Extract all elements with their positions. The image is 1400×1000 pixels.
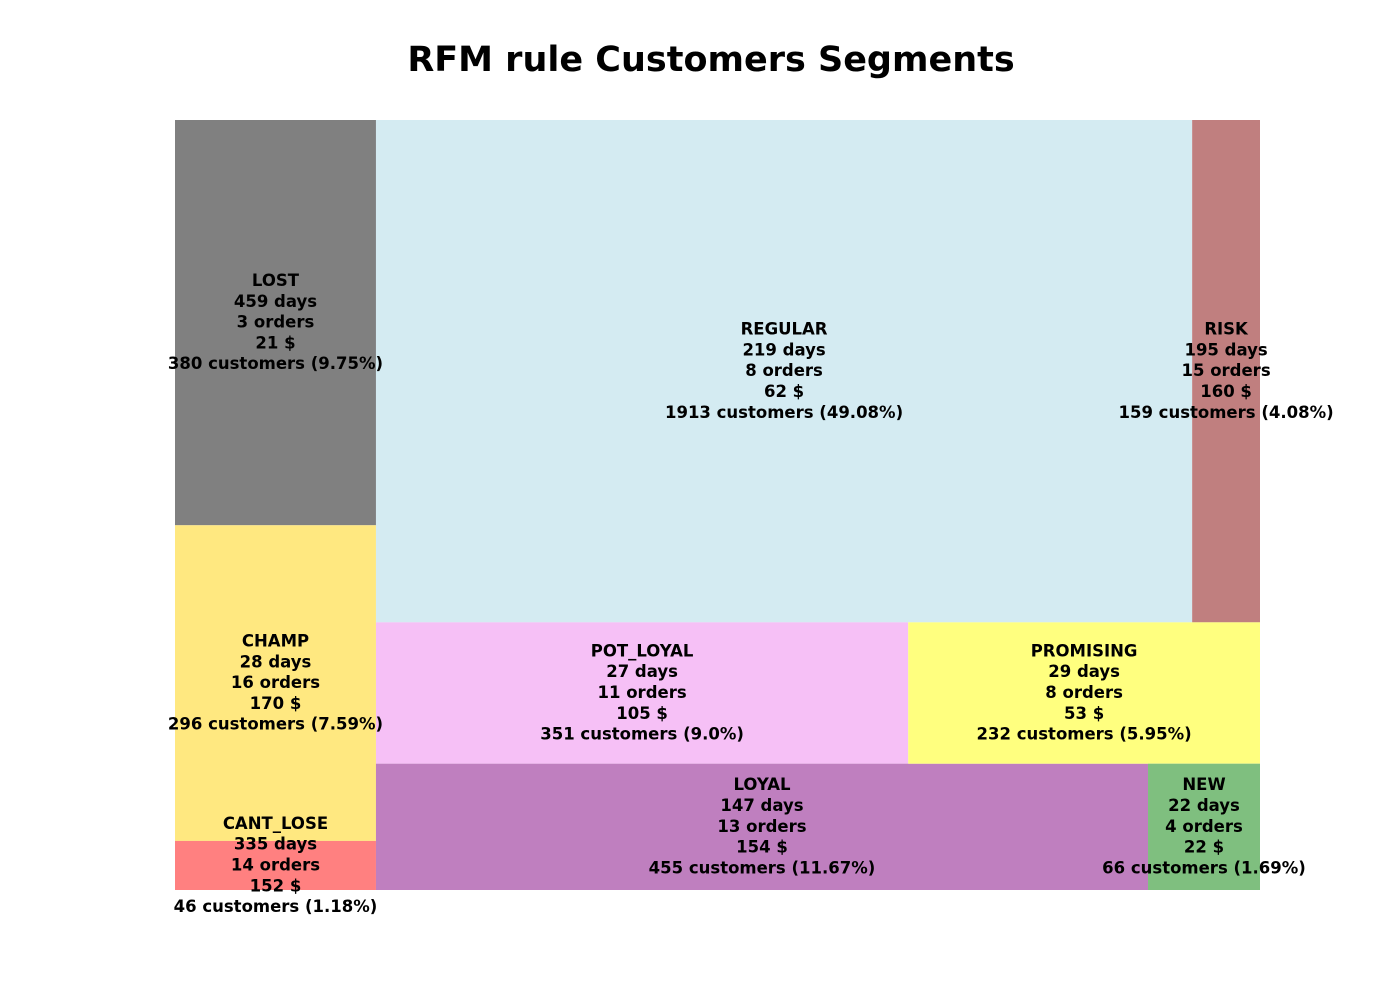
segment-label-line: 16 orders (231, 673, 320, 692)
segment-rects (175, 120, 1260, 890)
segment-label-line: 28 days (240, 652, 312, 671)
segment-label-line: 29 days (1048, 662, 1120, 681)
segment-label-champ: CHAMP 28 days 16 orders 170 $ 296 customers … (168, 631, 383, 733)
segment-rect-loyal (375, 763, 1149, 890)
segment-label-line: LOST (252, 271, 300, 290)
segment-label-new: NEW 22 days 4 orders 22 $ 66 customers (1.69… (1102, 775, 1306, 877)
segment-label-line: 195 days (1184, 340, 1267, 359)
segment-label-line: 14 orders (231, 855, 320, 874)
segment-label-risk: RISK 195 days 15 orders 160 $ 159 customers … (1118, 319, 1333, 421)
segment-label-line: 22 $ (1184, 837, 1224, 856)
segment-label-line: CANT_LOSE (223, 813, 328, 832)
segment-label-line: 46 customers (1.18%) (174, 897, 378, 916)
segment-label-line: 455 customers (11.67%) (649, 858, 876, 877)
segment-label-line: 459 days (234, 291, 317, 310)
segment-label-line: 232 customers (5.95%) (977, 724, 1192, 743)
segment-label-line: 3 orders (237, 312, 315, 331)
segment-rect-pot-loyal (375, 622, 909, 764)
segment-label-line: 8 orders (745, 361, 823, 380)
segment-label-line: 219 days (742, 340, 825, 359)
segment-label-line: PROMISING (1031, 641, 1138, 660)
segment-label-line: 13 orders (717, 816, 806, 835)
segment-rect-champ (175, 525, 376, 841)
segment-label-line: 11 orders (598, 683, 687, 702)
segment-rect-regular (375, 120, 1193, 623)
segment-label-line: NEW (1182, 775, 1225, 794)
segment-label-line: 22 days (1168, 796, 1240, 815)
segment-label-line: 8 orders (1045, 683, 1123, 702)
segment-label-line: 15 orders (1182, 361, 1271, 380)
segment-label-loyal: LOYAL 147 days 13 orders 154 $ 455 customers… (649, 775, 876, 877)
segment-label-line: 27 days (606, 662, 678, 681)
segment-rect-lost (175, 120, 376, 526)
segment-label-line: POT_LOYAL (591, 641, 694, 660)
segment-rect-cant-lose (175, 840, 376, 890)
segment-label-line: 296 customers (7.59%) (168, 714, 383, 733)
segment-label-line: 159 customers (4.08%) (1118, 402, 1333, 421)
chart-title: RFM rule Customers Segments (407, 40, 1015, 80)
segment-label-line: 4 orders (1165, 816, 1243, 835)
segment-label-line: LOYAL (733, 775, 791, 794)
segment-label-pot-loyal: POT_LOYAL 27 days 11 orders 105 $ 351 custom… (540, 641, 744, 743)
segment-label-line: RISK (1204, 319, 1249, 338)
segment-label-line: 1913 customers (49.08%) (665, 402, 903, 421)
segment-rect-risk (1192, 120, 1260, 623)
segment-label-line: 66 customers (1.69%) (1102, 858, 1306, 877)
segment-label-lost: LOST 459 days 3 orders 21 $ 380 customers (9… (168, 271, 383, 373)
segment-label-line: CHAMP (242, 631, 309, 650)
segment-label-line: REGULAR (741, 319, 828, 338)
segment-rect-new (1148, 763, 1260, 890)
segment-label-line: 21 $ (255, 333, 295, 352)
segment-label-line: 160 $ (1200, 381, 1252, 400)
segment-label-regular: REGULAR 219 days 8 orders 62 $ 1913 customer… (665, 319, 903, 421)
segment-label-cant-lose: CANT_LOSE 335 days 14 orders 152 $ 46 custom… (174, 813, 378, 915)
segment-label-line: 105 $ (616, 703, 668, 722)
segment-labels: LOST 459 days 3 orders 21 $ 380 customers (9… (168, 271, 1334, 916)
segment-label-line: 53 $ (1064, 703, 1104, 722)
segment-label-promising: PROMISING 29 days 8 orders 53 $ 232 customer… (977, 641, 1192, 743)
segment-label-line: 351 customers (9.0%) (540, 724, 744, 743)
segment-label-line: 62 $ (764, 381, 804, 400)
segment-label-line: 147 days (720, 796, 803, 815)
segment-label-line: 380 customers (9.75%) (168, 354, 383, 373)
segment-label-line: 170 $ (250, 693, 302, 712)
segment-label-line: 154 $ (736, 837, 788, 856)
segment-label-line: 152 $ (250, 876, 302, 895)
segment-label-line: 335 days (234, 834, 317, 853)
segment-rect-promising (908, 622, 1260, 764)
